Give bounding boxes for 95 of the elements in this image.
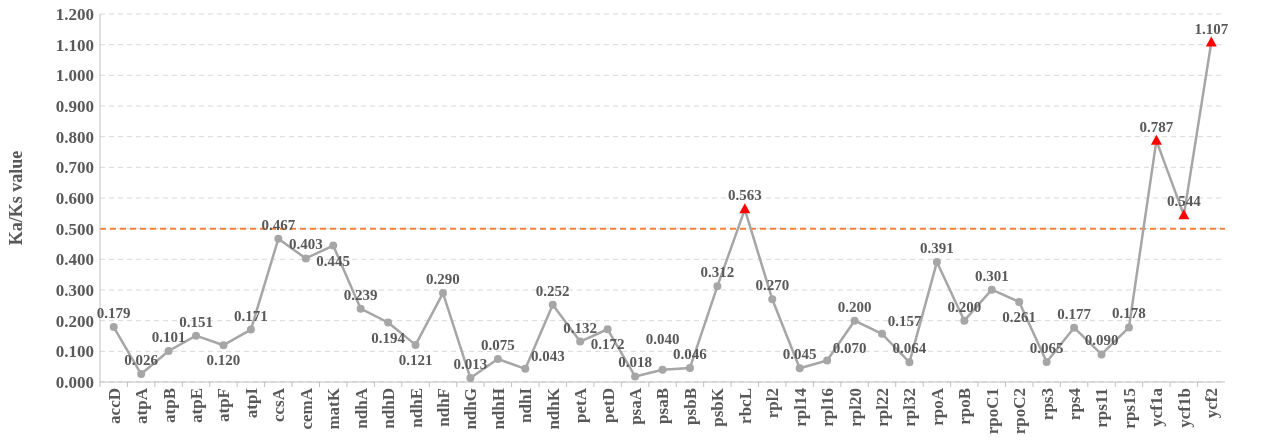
data-label: 0.445 bbox=[316, 252, 351, 269]
x-tick-label: matK bbox=[324, 387, 344, 430]
x-tick-label: ndhE bbox=[406, 388, 426, 428]
x-tick-label: rps11 bbox=[1092, 388, 1112, 428]
data-label: 0.290 bbox=[426, 271, 460, 288]
data-label: 0.179 bbox=[96, 305, 131, 322]
x-tick-label: ndhK bbox=[543, 387, 563, 430]
x-tick-label: ndhG bbox=[461, 388, 481, 430]
x-tick-label: cemA bbox=[296, 387, 316, 430]
y-tick-label: 1.200 bbox=[55, 4, 94, 24]
data-label: 0.178 bbox=[1112, 305, 1146, 322]
y-tick-label: 0.500 bbox=[55, 219, 94, 239]
x-tick-label: rps4 bbox=[1065, 387, 1085, 421]
y-tick-label: 0.900 bbox=[55, 96, 94, 116]
x-tick-label: rpl16 bbox=[818, 388, 838, 427]
data-label: 0.090 bbox=[1084, 332, 1119, 349]
y-tick-label: 0.300 bbox=[55, 280, 94, 300]
x-tick-label: ycf1b bbox=[1174, 388, 1194, 428]
y-tick-label: 0.600 bbox=[55, 188, 94, 208]
x-tick-label: ycf1a bbox=[1147, 387, 1167, 427]
x-tick-label: rpl14 bbox=[790, 387, 810, 427]
x-tick-label: rpl22 bbox=[872, 388, 892, 427]
x-tick-label: atpI bbox=[241, 387, 261, 419]
data-label: 0.391 bbox=[920, 240, 954, 257]
data-label: 0.065 bbox=[1029, 340, 1064, 357]
x-tick-label: psbK bbox=[708, 387, 728, 427]
x-tick-label: petA bbox=[571, 387, 591, 423]
data-label: 1.107 bbox=[1194, 20, 1229, 37]
data-label: 0.013 bbox=[453, 356, 488, 373]
y-axis-title: Ka/Ks value bbox=[6, 150, 26, 246]
data-label: 0.177 bbox=[1057, 305, 1092, 322]
data-label: 0.157 bbox=[887, 312, 922, 329]
y-tick-label: 0.100 bbox=[55, 342, 94, 362]
x-tick-label: ndhI bbox=[516, 387, 536, 423]
data-label: 0.312 bbox=[700, 264, 735, 281]
data-label: 0.064 bbox=[892, 340, 927, 357]
data-label: 0.070 bbox=[832, 339, 867, 356]
x-tick-label: ndhH bbox=[488, 388, 508, 430]
data-label: 0.261 bbox=[1002, 308, 1037, 325]
x-tick-label: rpl2 bbox=[763, 388, 783, 419]
data-label: 0.151 bbox=[179, 313, 213, 330]
data-label: 0.563 bbox=[727, 187, 762, 204]
x-tick-label: accD bbox=[104, 388, 124, 424]
data-label: 0.544 bbox=[1166, 193, 1202, 210]
data-label: 0.252 bbox=[535, 282, 570, 299]
data-label: 0.172 bbox=[590, 336, 625, 353]
y-tick-label: 0.400 bbox=[55, 250, 94, 270]
y-tick-label: 0.700 bbox=[55, 158, 94, 178]
x-tick-label: atpB bbox=[159, 388, 179, 423]
x-tick-label: rpoC1 bbox=[982, 388, 1002, 435]
data-label: 0.120 bbox=[206, 352, 241, 369]
data-label: 0.026 bbox=[124, 352, 159, 369]
y-tick-label: 0.800 bbox=[55, 127, 94, 147]
data-label: 0.043 bbox=[530, 347, 565, 364]
x-tick-label: psaA bbox=[626, 387, 646, 425]
x-tick-label: atpF bbox=[214, 388, 234, 422]
data-label: 0.787 bbox=[1139, 118, 1174, 135]
x-tick-label: rps3 bbox=[1037, 388, 1057, 421]
x-tick-label: rps15 bbox=[1119, 388, 1139, 429]
y-tick-label: 1.100 bbox=[55, 35, 94, 55]
data-label: 0.239 bbox=[343, 286, 378, 303]
data-label: 0.194 bbox=[371, 329, 406, 346]
data-label: 0.132 bbox=[563, 319, 598, 336]
x-tick-label: psaB bbox=[653, 388, 673, 424]
x-tick-label: petD bbox=[598, 388, 618, 423]
x-tick-label: ndhD bbox=[379, 388, 399, 429]
y-tick-label: 0.200 bbox=[55, 311, 94, 331]
data-label: 0.075 bbox=[480, 337, 515, 353]
data-label: 0.403 bbox=[288, 236, 323, 253]
y-tick-label: 0.000 bbox=[55, 372, 94, 392]
data-label: 0.046 bbox=[673, 345, 708, 362]
x-tick-label: rpoB bbox=[955, 388, 975, 425]
x-tick-label: rpl32 bbox=[900, 388, 920, 427]
data-label: 0.200 bbox=[837, 298, 872, 315]
data-label: 0.018 bbox=[618, 354, 652, 371]
x-tick-label: atpE bbox=[186, 388, 206, 423]
data-label: 0.301 bbox=[974, 267, 1009, 284]
x-tick-label: rbcL bbox=[735, 388, 755, 424]
data-label: 0.121 bbox=[398, 351, 433, 368]
x-tick-label: ccsA bbox=[269, 387, 289, 422]
x-tick-label: ycf2 bbox=[1202, 388, 1222, 419]
x-tick-label: ndhF bbox=[433, 388, 453, 427]
data-label: 0.040 bbox=[645, 330, 680, 347]
data-label: 0.270 bbox=[755, 277, 790, 294]
x-tick-label: rpoC2 bbox=[1010, 388, 1030, 435]
data-label: 0.101 bbox=[151, 329, 186, 346]
x-tick-label: ndhA bbox=[351, 387, 371, 429]
data-label: 0.171 bbox=[234, 307, 268, 324]
x-tick-label: psbB bbox=[680, 388, 700, 425]
x-tick-label: atpA bbox=[132, 387, 152, 424]
x-tick-label: rpl20 bbox=[845, 388, 865, 427]
y-tick-label: 1.000 bbox=[55, 66, 94, 86]
data-label: 0.045 bbox=[782, 346, 817, 363]
data-label: 0.200 bbox=[947, 298, 982, 315]
x-tick-label: rpoA bbox=[927, 387, 947, 426]
